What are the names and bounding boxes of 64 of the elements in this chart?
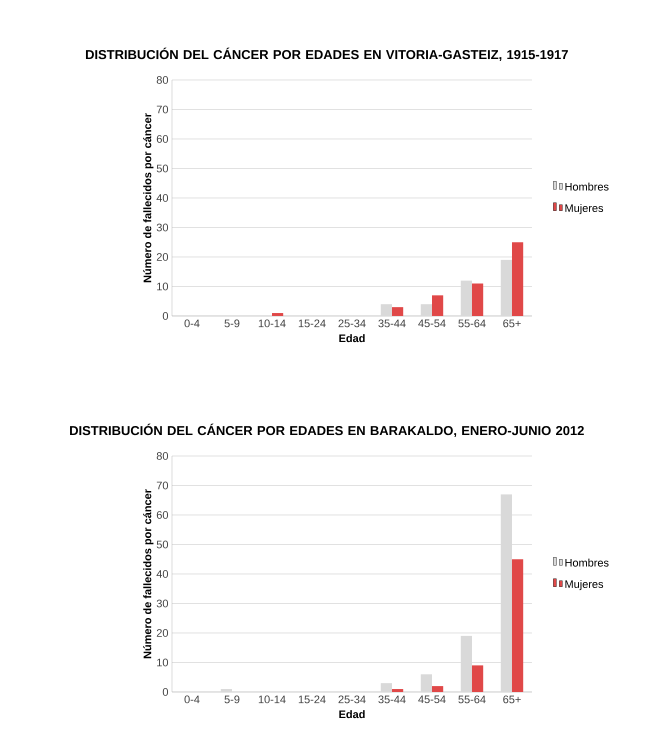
chart-title: DISTRIBUCIÓN DEL CÁNCER POR EDADES EN BARAKALDO, ENERO-JUNIO 2012 — [70, 424, 584, 438]
x-tick-label: 35-44 — [378, 320, 406, 328]
bar — [380, 304, 392, 316]
bar — [512, 559, 524, 692]
bar — [472, 665, 484, 692]
bar — [420, 674, 432, 692]
y-tick-label: 80 — [156, 452, 168, 460]
x-tick-label: 65+ — [503, 696, 521, 704]
y-tick-label: 10 — [157, 658, 168, 666]
y-axis-title: Número de fallecidos por cáncer — [143, 489, 154, 658]
bar — [392, 307, 404, 316]
legend-label: Hombres — [565, 182, 609, 191]
x-tick-label: 55-64 — [458, 320, 486, 328]
bar — [380, 683, 392, 692]
bar — [512, 242, 524, 316]
x-tick-label: 55-64 — [458, 696, 486, 704]
bar — [432, 686, 444, 692]
x-tick-label: 15-24 — [298, 320, 326, 328]
x-tick-label: 45-54 — [418, 320, 446, 328]
y-tick-label: 30 — [156, 224, 168, 232]
y-tick-label: 60 — [156, 511, 168, 519]
bar — [460, 636, 472, 692]
x-tick-label: 45-54 — [418, 696, 446, 704]
bar — [420, 304, 432, 316]
y-tick-label: 80 — [156, 76, 168, 84]
x-tick-label: 10-14 — [258, 696, 286, 704]
bar — [392, 689, 404, 692]
bar — [220, 689, 232, 692]
y-tick-label: 50 — [156, 164, 168, 172]
bar — [500, 494, 512, 692]
y-tick-label: 0 — [162, 312, 168, 320]
legend-label: Mujeres — [565, 580, 604, 590]
x-tick-label: 35-44 — [378, 696, 406, 704]
x-tick-label: 10-14 — [258, 320, 286, 328]
x-tick-label: 15-24 — [298, 696, 326, 704]
x-axis-title: Edad — [339, 710, 365, 718]
bar — [500, 260, 512, 316]
y-tick-label: 70 — [156, 106, 168, 114]
y-tick-label: 40 — [156, 570, 168, 578]
y-tick-label: 70 — [156, 482, 168, 490]
chart-title: DISTRIBUCIÓN DEL CÁNCER POR EDADES EN VITORIA-GASTEIZ, 1915-1917 — [86, 48, 568, 62]
y-tick-label: 0 — [162, 688, 168, 696]
y-tick-label: 60 — [156, 135, 168, 143]
bar — [432, 295, 444, 316]
x-tick-label: 0-4 — [184, 320, 200, 328]
y-tick-label: 20 — [156, 629, 168, 637]
y-axis-title: Número de fallecidos por cáncer — [143, 113, 154, 282]
x-tick-label: 65+ — [503, 320, 521, 328]
y-tick-label: 40 — [156, 194, 168, 202]
x-tick-label: 25-34 — [338, 696, 366, 704]
legend-label: Hombres — [565, 558, 609, 567]
y-tick-label: 10 — [157, 282, 168, 290]
y-tick-label: 20 — [156, 253, 168, 261]
x-tick-label: 5-9 — [224, 696, 240, 704]
x-tick-label: 25-34 — [338, 320, 366, 328]
legend-label: Mujeres — [565, 204, 604, 214]
y-tick-label: 50 — [156, 540, 168, 548]
x-tick-label: 0-4 — [184, 696, 200, 704]
bar — [472, 284, 484, 316]
x-tick-label: 5-9 — [224, 320, 240, 328]
y-tick-label: 30 — [156, 600, 168, 608]
bar — [272, 313, 284, 316]
bar — [460, 280, 472, 316]
x-axis-title: Edad — [339, 334, 365, 342]
